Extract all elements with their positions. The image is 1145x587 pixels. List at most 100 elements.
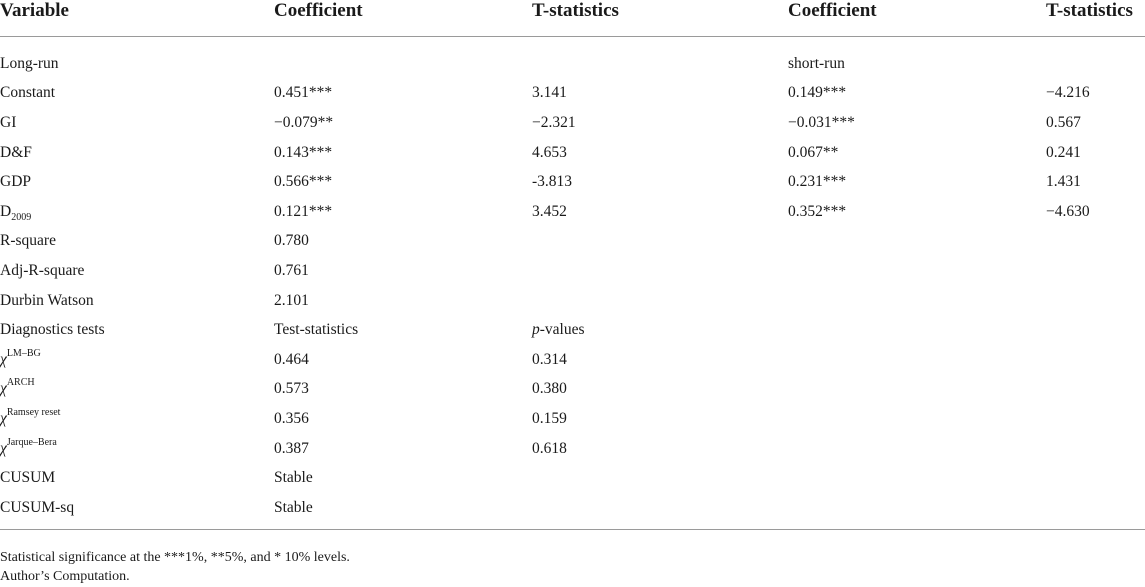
- cell-tstat-lr: 3.452: [532, 202, 567, 220]
- cell-variable: CUSUM-sq: [0, 492, 274, 530]
- table-row: Constant 0.451*** 3.141 0.149*** −4.216: [0, 79, 1145, 109]
- chi-symbol: χ: [0, 409, 7, 427]
- cell-coefficient-lr: 0.464: [274, 350, 309, 368]
- cell-coefficient-lr: 0.143***: [274, 143, 333, 161]
- cell-coefficient-lr: 0.566***: [274, 173, 333, 191]
- table-row: Adj-R-square 0.761: [0, 256, 1145, 286]
- cell-tstat-sr: 0.241: [1046, 143, 1081, 161]
- table-row: χJarque–Bera 0.387 0.618: [0, 434, 1145, 464]
- cell-coefficient-sr: [788, 463, 1046, 493]
- cell-coefficient-sr: [788, 375, 1046, 405]
- cell-tstat-sr: [1046, 286, 1145, 316]
- cell-tstat-lr: 4.653: [532, 143, 567, 161]
- cell-tstat-sr: [1046, 345, 1145, 375]
- cell-variable: Long-run: [0, 54, 59, 72]
- cell-tstat-sr: [1046, 375, 1145, 405]
- cell-tstat-sr: [1046, 37, 1145, 79]
- cell-coefficient-lr: Stable: [274, 492, 532, 530]
- chi-superscript: Jarque–Bera: [6, 436, 57, 448]
- cell-tstat-lr: −2.321: [532, 113, 576, 131]
- cell-tstat-lr: 0.159: [532, 409, 567, 427]
- cell-tstat-lr: [532, 227, 788, 257]
- cell-tstat-lr: 3.141: [532, 84, 567, 102]
- cell-tstat-sr: −4.216: [1046, 84, 1090, 102]
- table-row: Long-run short-run: [0, 37, 1145, 79]
- cell-coefficient-sr: 0.149***: [788, 84, 847, 102]
- cell-variable: χJarque–Bera: [0, 434, 274, 464]
- variable-d-label: D: [0, 202, 12, 220]
- cell-coefficient-lr: 0.761: [274, 261, 309, 279]
- chi-symbol: χ: [0, 380, 7, 398]
- table-row: D2009 0.121*** 3.452 0.352*** −4.630: [0, 197, 1145, 227]
- cell-tstat-sr: [1046, 434, 1145, 464]
- cell-coefficient-sr: [788, 286, 1046, 316]
- cell-coefficient-sr: [788, 256, 1046, 286]
- pvalues-p-italic: p: [532, 321, 540, 339]
- regression-results-table: Variable Coefficient T-statistics Coeffi…: [0, 0, 1145, 530]
- table-header-row: Variable Coefficient T-statistics Coeffi…: [0, 0, 1145, 37]
- table-row: χRamsey reset 0.356 0.159: [0, 404, 1145, 434]
- cell-coefficient-sr: 0.067**: [788, 143, 839, 161]
- table-row: Durbin Watson 2.101: [0, 286, 1145, 316]
- header-t-statistics-short-run: T-statistics: [1046, 0, 1145, 37]
- cell-coefficient-sr: 0.231***: [788, 173, 847, 191]
- cell-variable: D&F: [0, 143, 32, 161]
- cell-tstat-sr: [1046, 256, 1145, 286]
- cell-variable: D2009: [0, 197, 274, 227]
- cell-coefficient-sr: [788, 404, 1046, 434]
- cell-coefficient-sr: [788, 492, 1046, 530]
- header-variable: Variable: [0, 0, 274, 37]
- cell-coefficient-sr: −0.031***: [788, 113, 855, 131]
- cell-coefficient-lr: 0.121***: [274, 202, 333, 220]
- cell-variable: GDP: [0, 173, 32, 191]
- cell-coefficient-sr: 0.352***: [788, 202, 847, 220]
- table-row: CUSUM Stable: [0, 463, 1145, 493]
- table-row: GDP 0.566*** -3.813 0.231*** 1.431: [0, 167, 1145, 197]
- cell-tstat-lr: [532, 256, 788, 286]
- significance-footnote: Statistical significance at the ***1%, *…: [0, 550, 350, 565]
- chi-superscript: LM–BG: [6, 347, 41, 359]
- cell-tstat-lr: 0.314: [532, 350, 567, 368]
- cell-tstat-sr: 0.567: [1046, 113, 1081, 131]
- header-coefficient-long-run: Coefficient: [274, 0, 532, 37]
- cell-coefficient-lr: 0.780: [274, 232, 309, 250]
- cell-tstat-lr: [532, 463, 788, 493]
- cell-tstat-lr: 0.380: [532, 380, 567, 398]
- cell-variable: Diagnostics tests: [0, 321, 105, 339]
- cell-variable: CUSUM: [0, 469, 56, 487]
- chi-superscript: ARCH: [6, 377, 35, 389]
- table-row: Diagnostics tests Test-statistics p-valu…: [0, 315, 1145, 345]
- cell-variable: χLM–BG: [0, 345, 274, 375]
- cell-coefficient-lr: 0.387: [274, 439, 309, 457]
- cell-variable: GI: [0, 113, 17, 131]
- cell-tstat-sr: −4.630: [1046, 202, 1090, 220]
- cell-tstat-sr: [1046, 315, 1145, 345]
- header-t-statistics-long-run: T-statistics: [532, 0, 788, 37]
- cell-coefficient-lr: [274, 37, 532, 79]
- cell-variable: χRamsey reset: [0, 404, 274, 434]
- cell-tstat-lr: [532, 286, 788, 316]
- table-row: χARCH 0.573 0.380: [0, 375, 1145, 405]
- cell-tstat-sr: 1.431: [1046, 173, 1081, 191]
- chi-superscript: Ramsey reset: [6, 406, 61, 418]
- cell-coefficient-lr: −0.079**: [274, 113, 334, 131]
- table-row: D&F 0.143*** 4.653 0.067** 0.241: [0, 138, 1145, 168]
- cell-coefficient-lr: 0.451***: [274, 84, 333, 102]
- cell-tstat-sr: [1046, 404, 1145, 434]
- source-footnote: Author’s Computation.: [0, 569, 130, 584]
- chi-symbol: χ: [0, 350, 7, 368]
- cell-tstat-lr: [532, 37, 788, 79]
- cell-coefficient-lr: Stable: [274, 469, 313, 487]
- cell-variable: Adj-R-square: [0, 261, 85, 279]
- cell-coefficient-sr: [788, 315, 1046, 345]
- cell-tstat-lr: p-values: [532, 315, 788, 345]
- header-coefficient-short-run: Coefficient: [788, 0, 1046, 37]
- cell-variable: R-square: [0, 232, 56, 250]
- cell-coefficient-lr: 0.356: [274, 409, 309, 427]
- chi-symbol: χ: [0, 439, 7, 457]
- cell-variable: Constant: [0, 84, 56, 102]
- table-row: CUSUM-sq Stable: [0, 492, 1145, 530]
- variable-d-subscript: 2009: [11, 211, 32, 223]
- pvalues-rest: -values: [539, 321, 585, 339]
